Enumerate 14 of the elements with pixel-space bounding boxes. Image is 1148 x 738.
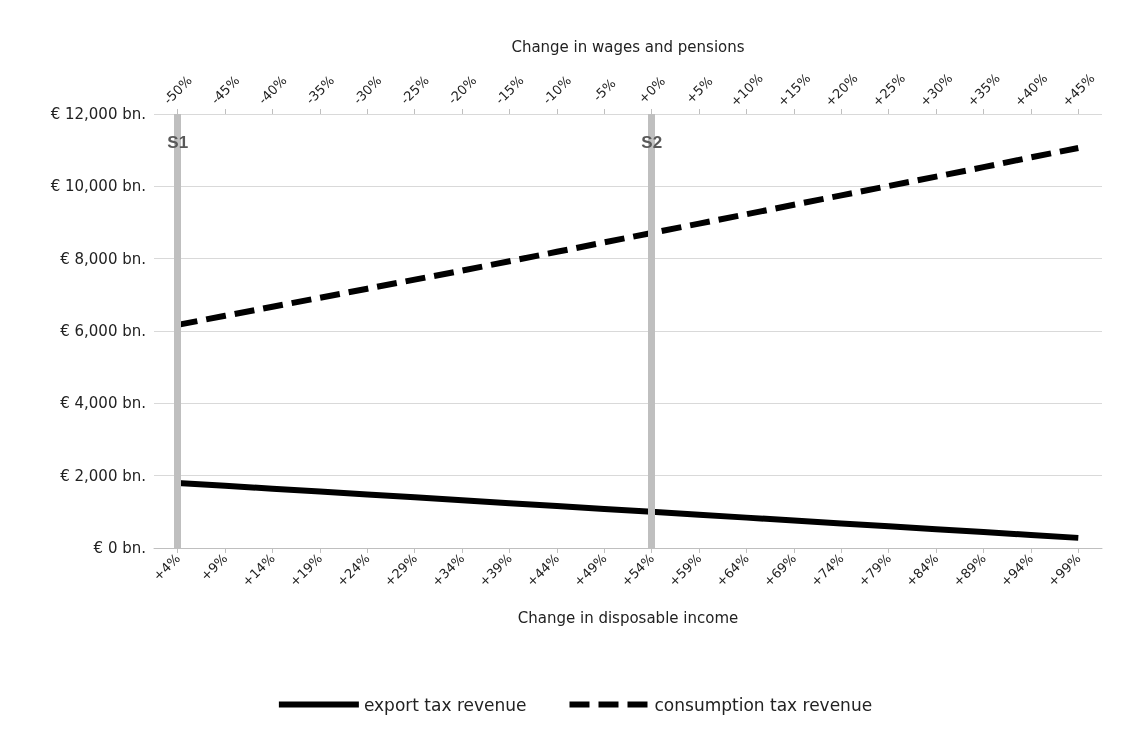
legend-label: export tax revenue: [363, 694, 527, 715]
y-tick-label: € 2,000 bn.: [60, 466, 146, 485]
ref-line-label: S1: [167, 132, 189, 152]
y-tick-label: € 12,000 bn.: [50, 105, 146, 123]
x2-tick-label: -5%: [590, 75, 619, 105]
y-tick-label: € 10,000 bn.: [50, 177, 146, 196]
y-tick-label: € 8,000 bn.: [60, 249, 146, 268]
x2-axis-title: Change in wages and pensions: [511, 37, 745, 56]
y-tick-label: € 6,000 bn.: [60, 322, 146, 340]
x-axis-title: Change in disposable income: [517, 608, 739, 627]
ref-line-label: S2: [641, 132, 663, 152]
y-tick-label: € 0 bn.: [93, 539, 146, 557]
legend-label: consumption tax revenue: [654, 694, 873, 715]
y-tick-label: € 4,000 bn.: [60, 394, 146, 413]
